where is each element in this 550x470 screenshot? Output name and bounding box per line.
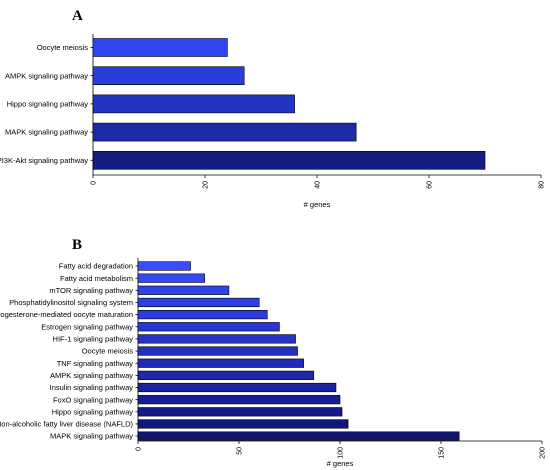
category-label: Estrogen signaling pathway — [41, 322, 133, 331]
category-label: Hippo signaling pathway — [7, 100, 89, 109]
category-label: Fatty acid metabolism — [60, 274, 133, 283]
bar — [137, 395, 341, 405]
category-label: Non-alcoholic fatty liver disease (NAFLD… — [0, 420, 133, 429]
bar — [137, 346, 298, 356]
bar — [137, 382, 337, 393]
bar — [137, 309, 268, 320]
bar — [137, 297, 260, 308]
x-tick-label: 60 — [426, 181, 433, 189]
panel-a-chart: Oocyte meiosis AMPK signaling pathway Hipp… — [0, 34, 545, 209]
x-tick-label: 0 — [135, 447, 142, 451]
bar — [137, 358, 304, 368]
bar — [137, 261, 191, 271]
bar — [137, 370, 315, 380]
category-label: PI3K-Akt signaling pathway — [0, 156, 88, 165]
category-label: Fatty acid degradation — [59, 262, 133, 271]
bar — [92, 151, 486, 170]
x-tick-label: 0 — [90, 181, 97, 185]
bar — [137, 285, 230, 295]
bar — [92, 66, 245, 85]
category-label: FoxO signaling pathway — [53, 395, 133, 404]
category-label: AMPK signaling pathway — [5, 71, 88, 80]
bar — [92, 38, 228, 57]
x-tick-label: 40 — [314, 181, 321, 189]
category-label: Oocyte meiosis — [37, 43, 89, 52]
panel-label-a: A — [72, 8, 83, 24]
category-label: mTOR signaling pathway — [49, 286, 133, 295]
category-label: AMPK signaling pathway — [50, 371, 133, 380]
bar — [92, 122, 357, 142]
bar — [137, 334, 296, 344]
category-label: Progesterone-mediated oocyte maturation — [0, 310, 133, 319]
bar — [137, 419, 349, 429]
category-label: Hippo signaling pathway — [52, 407, 134, 416]
x-tick-label: 150 — [438, 447, 445, 459]
panel-b-chart: Fatty acid degradation Fatty acid metabol… — [0, 258, 546, 468]
x-tick-label: 50 — [236, 447, 243, 455]
category-label: HIF-1 signaling pathway — [53, 335, 134, 344]
x-axis-title: # genes — [327, 459, 354, 468]
category-label: Oocyte meiosis — [82, 347, 134, 356]
bar — [137, 407, 343, 417]
x-tick-label: 200 — [539, 447, 546, 459]
x-tick-label: 100 — [337, 447, 344, 459]
category-label: Insulin signaling pathway — [50, 383, 134, 392]
category-label: MAPK signaling pathway — [5, 128, 88, 137]
bar — [92, 94, 295, 114]
panel-label-b: B — [72, 237, 82, 253]
category-label: Phosphatidylinositol signaling system — [9, 298, 133, 307]
category-label: TNF signaling pathway — [57, 359, 134, 368]
x-axis-title: # genes — [304, 200, 331, 209]
bar — [137, 322, 280, 332]
x-tick-label: 80 — [538, 181, 545, 189]
category-label: MAPK signaling pathway — [50, 432, 133, 441]
x-tick-label: 20 — [202, 181, 209, 189]
bar — [137, 431, 460, 441]
bar — [137, 273, 205, 283]
